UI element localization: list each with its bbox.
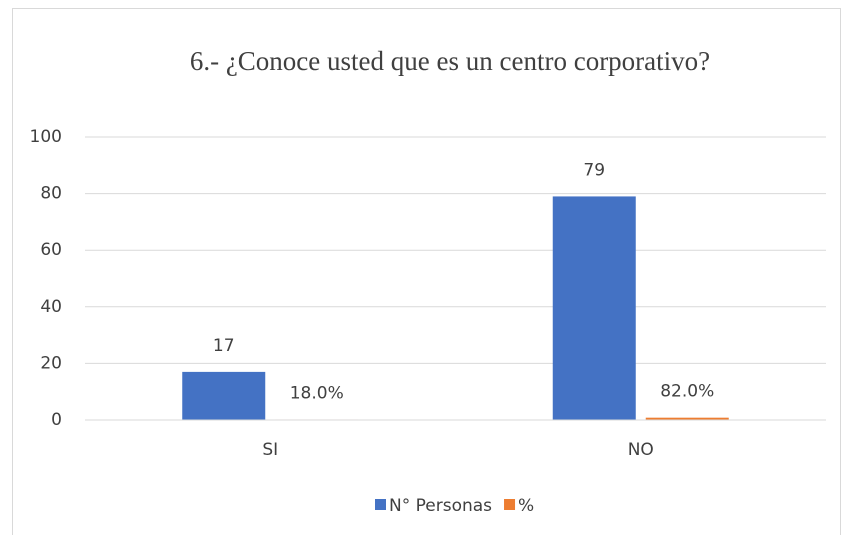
legend-swatch	[504, 499, 516, 510]
chart-frame	[12, 8, 841, 535]
y-tick-label: 40	[40, 297, 62, 317]
bar	[645, 417, 729, 420]
chart-title: 6.- ¿Conoce usted que es un centro corpo…	[190, 46, 710, 76]
bar	[552, 196, 636, 420]
data-label: 82.0%	[660, 382, 714, 402]
y-tick-label: 20	[40, 353, 62, 373]
data-label: 17	[213, 336, 235, 356]
data-label: 79	[583, 160, 605, 180]
x-tick-label: NO	[628, 440, 654, 460]
x-tick-label: SI	[262, 440, 278, 460]
legend-label: N° Personas	[389, 496, 492, 516]
y-tick-label: 100	[30, 127, 62, 147]
y-tick-label: 80	[40, 184, 62, 204]
data-label: 18.0%	[290, 383, 344, 403]
legend-swatch	[375, 499, 386, 510]
y-tick-label: 60	[40, 240, 62, 260]
y-tick-label: 0	[51, 410, 62, 430]
legend-label: %	[518, 496, 534, 516]
bar	[182, 371, 266, 420]
